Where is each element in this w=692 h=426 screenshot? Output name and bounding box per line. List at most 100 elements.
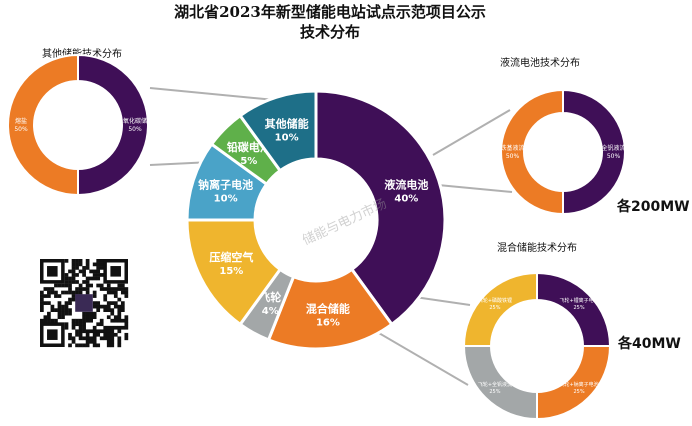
qr-module [103, 325, 108, 330]
qr-module [120, 283, 125, 288]
qr-module [68, 308, 72, 312]
qr-module [117, 325, 122, 330]
qr-module [68, 311, 72, 316]
main-donut-chart: 液流电池40%混合储能16%飞轮4%压缩空气15%钠离子电池10%铅碳电池5%其… [185, 89, 447, 351]
qr-module [110, 287, 115, 291]
qr-module [89, 269, 93, 274]
qr-module [71, 318, 76, 323]
other-slice-0 [77, 53, 149, 197]
qr-module [106, 336, 111, 341]
qr-module [78, 269, 83, 274]
connector-line-3 [437, 184, 513, 193]
hybrid-slice-value-0: 25% [574, 305, 585, 311]
main-slice-0 [314, 89, 447, 327]
qr-module [89, 311, 93, 316]
qr-module [85, 287, 90, 291]
main-slice-value-5: 5% [240, 156, 257, 167]
qr-module [68, 332, 72, 337]
qr-module [96, 329, 101, 334]
qr-module [113, 332, 118, 337]
qr-module [92, 276, 97, 281]
qr-module [117, 343, 122, 348]
qr-module [124, 290, 129, 295]
qr-module [117, 336, 122, 341]
flow-slice-1 [500, 88, 564, 216]
qr-module [47, 301, 51, 305]
main-slice-value-0: 40% [394, 194, 418, 205]
qr-module [64, 290, 69, 295]
qr-module [68, 343, 72, 348]
qr-module [113, 287, 118, 291]
qr-module [68, 280, 72, 284]
qr-module [120, 304, 125, 309]
main-slice-label-6: 其他储能 [265, 117, 309, 131]
qr-module [40, 318, 44, 323]
qr-module [47, 318, 51, 323]
qr-module [124, 315, 129, 320]
qr-module [68, 297, 72, 302]
qr-module [78, 287, 83, 291]
qr-module [68, 336, 72, 341]
qr-module [96, 301, 101, 305]
qr-module [124, 287, 129, 291]
main-slice-value-1: 16% [316, 317, 340, 328]
main-slice-value-6: 10% [275, 133, 299, 144]
qr-module [120, 308, 125, 312]
qr-module [99, 329, 104, 334]
qr-module [54, 308, 58, 312]
qr-module [68, 276, 72, 281]
qr-module [43, 287, 48, 291]
qr-module [99, 266, 104, 270]
qr-module [78, 290, 83, 295]
qr-module [96, 259, 101, 263]
qr-module [75, 259, 79, 263]
qr-module [82, 336, 86, 341]
qr-module [85, 318, 90, 323]
main-slice-label-3: 压缩空气 [209, 250, 253, 264]
qr-module [50, 308, 55, 312]
qr-module [103, 329, 108, 334]
qr-finder-core [110, 266, 121, 277]
qr-module [82, 273, 86, 277]
qr-module [92, 269, 97, 274]
qr-module [57, 311, 62, 316]
qr-module [50, 290, 55, 295]
qr-module [57, 283, 62, 288]
qr-module [43, 294, 48, 298]
qr-module [99, 318, 104, 323]
qr-module [64, 276, 69, 281]
qr-module [61, 311, 65, 316]
main-slice-label-0: 液流电池 [384, 178, 428, 192]
qr-module [64, 311, 69, 316]
qr-module [89, 318, 93, 323]
qr-module [64, 283, 69, 288]
qr-module [92, 315, 97, 320]
qr-module [85, 332, 90, 337]
qr-module [47, 294, 51, 298]
qr-module [85, 266, 90, 270]
qr-module [117, 283, 122, 288]
qr-module [57, 294, 62, 298]
qr-module [50, 304, 55, 309]
qr-module [89, 336, 93, 341]
hybrid-donut-chart: 飞轮+锂离子电池25%飞轮+钠离子电池25%飞轮+全钒液流25%飞轮+磷酸铁锂2… [462, 271, 612, 421]
qr-module [75, 273, 79, 277]
qr-module [117, 287, 122, 291]
qr-module [57, 301, 62, 305]
qr-module [64, 273, 69, 277]
qr-module [47, 311, 51, 316]
hybrid-slice-value-1: 25% [574, 389, 585, 395]
qr-module [75, 329, 79, 334]
qr-module [71, 325, 76, 330]
qr-module [47, 315, 51, 320]
qr-module [78, 332, 83, 337]
flow-slice-label-1: 铁基液流 [500, 144, 524, 152]
qr-module [71, 322, 76, 327]
qr-module [82, 343, 86, 348]
qr-module [85, 283, 90, 288]
qr-module [40, 301, 44, 305]
qr-module [120, 301, 125, 305]
qr-module [61, 308, 65, 312]
qr-module [103, 294, 108, 298]
